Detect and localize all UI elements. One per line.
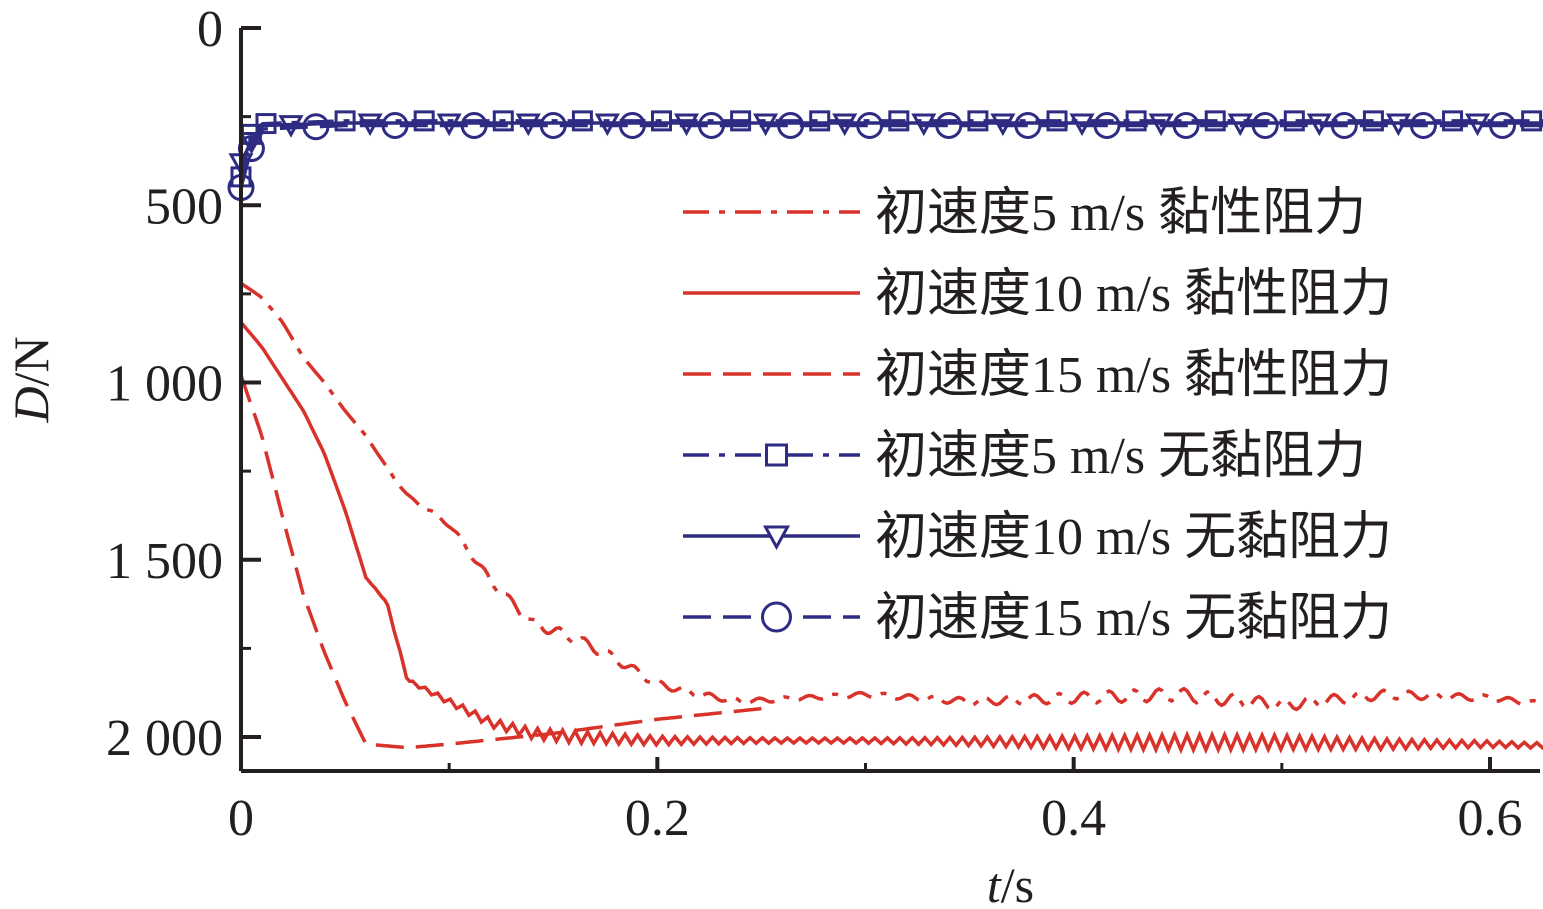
y-axis-unit: /N: [3, 336, 59, 386]
legend-marker-circle: [761, 601, 792, 633]
marker-circle: [539, 111, 567, 139]
y-ticks: 0 500 1 000 1 500 2 000: [106, 1, 261, 767]
y-tick-label: 1 000: [106, 356, 223, 413]
marker-circle: [697, 111, 725, 139]
y-axis-title: D/N: [3, 336, 59, 423]
x-axis-unit: /s: [1001, 857, 1034, 909]
marker-circle: [1172, 111, 1200, 139]
legend-label: 初速度5 m/s 黏性阻力: [875, 185, 1366, 242]
marker-circle: [1014, 111, 1042, 139]
marker-circle: [1488, 111, 1516, 139]
x-axis-title: t/s: [987, 857, 1034, 909]
plot-area: 0 0.2 0.4 0.6 0 500 1 000 1 500 2 000: [106, 1, 1543, 847]
marker-square: [1046, 110, 1068, 132]
marker-square: [1204, 110, 1226, 132]
marker-square: [650, 110, 672, 132]
legend-label: 初速度5 m/s 无黏阻力: [875, 428, 1366, 485]
legend-marker-square: [765, 443, 788, 467]
marker-square: [1125, 110, 1147, 132]
legend-label: 初速度10 m/s 黏性阻力: [875, 266, 1392, 323]
marker-square: [730, 110, 752, 132]
marker-circle: [302, 113, 330, 141]
marker-square: [888, 110, 910, 132]
marker-square: [967, 110, 989, 132]
series-line: [239, 321, 1543, 755]
series-line: [239, 123, 1543, 188]
legend-label: 初速度10 m/s 无黏阻力: [875, 509, 1392, 566]
series-line: [239, 374, 762, 750]
y-axis-var: D: [3, 386, 59, 423]
legend-item: 初速度5 m/s 黏性阻力: [683, 185, 1366, 242]
legend-label: 初速度15 m/s 黏性阻力: [875, 347, 1392, 404]
y-tick-label: 500: [145, 178, 223, 235]
marker-circle: [1251, 111, 1279, 139]
x-tick-label: 0.2: [625, 790, 690, 847]
marker-circle: [460, 111, 488, 139]
marker-circle: [381, 111, 409, 139]
legend-label: 初速度15 m/s 无黏阻力: [875, 590, 1392, 647]
marker-square: [1283, 110, 1305, 132]
series-3: [239, 374, 762, 750]
legend-item: 初速度15 m/s 黏性阻力: [683, 347, 1392, 404]
series-6: [227, 111, 1543, 202]
marker-circle: [935, 111, 963, 139]
legend-marker-triangle: [762, 525, 791, 551]
marker-circle: [1093, 111, 1121, 139]
x-axis-var: t: [987, 857, 1002, 909]
legend-item: 初速度10 m/s 黏性阻力: [683, 266, 1392, 323]
legend-item: 初速度15 m/s 无黏阻力: [683, 590, 1392, 647]
marker-square: [413, 110, 435, 132]
marker-square: [1442, 110, 1464, 132]
marker-square: [809, 110, 831, 132]
series-layer: [227, 110, 1543, 755]
marker-circle: [618, 111, 646, 139]
marker-square: [571, 110, 593, 132]
y-tick-label: 1 500: [106, 533, 223, 590]
series-1: [239, 281, 1543, 713]
x-tick-label: 0: [228, 790, 254, 847]
marker-square: [1362, 110, 1384, 132]
x-tick-label: 0.4: [1041, 790, 1106, 847]
marker-square: [492, 110, 514, 132]
marker-circle: [777, 111, 805, 139]
series-2: [239, 321, 1543, 755]
series-5: [228, 113, 1543, 176]
y-tick-label: 2 000: [106, 710, 223, 767]
x-ticks: 0 0.2 0.4 0.6: [228, 757, 1523, 847]
y-tick-label: 0: [197, 1, 223, 58]
marker-circle: [1330, 111, 1358, 139]
series-line: [239, 281, 1543, 713]
marker-circle: [856, 111, 884, 139]
marker-square: [334, 110, 356, 132]
marker-circle: [1409, 111, 1437, 139]
marker-triangle: [278, 115, 304, 138]
legend-item: 初速度5 m/s 无黏阻力: [683, 428, 1366, 485]
x-tick-label: 0.6: [1458, 790, 1523, 847]
legend-item: 初速度10 m/s 无黏阻力: [683, 509, 1392, 566]
marker-square: [1521, 110, 1543, 132]
